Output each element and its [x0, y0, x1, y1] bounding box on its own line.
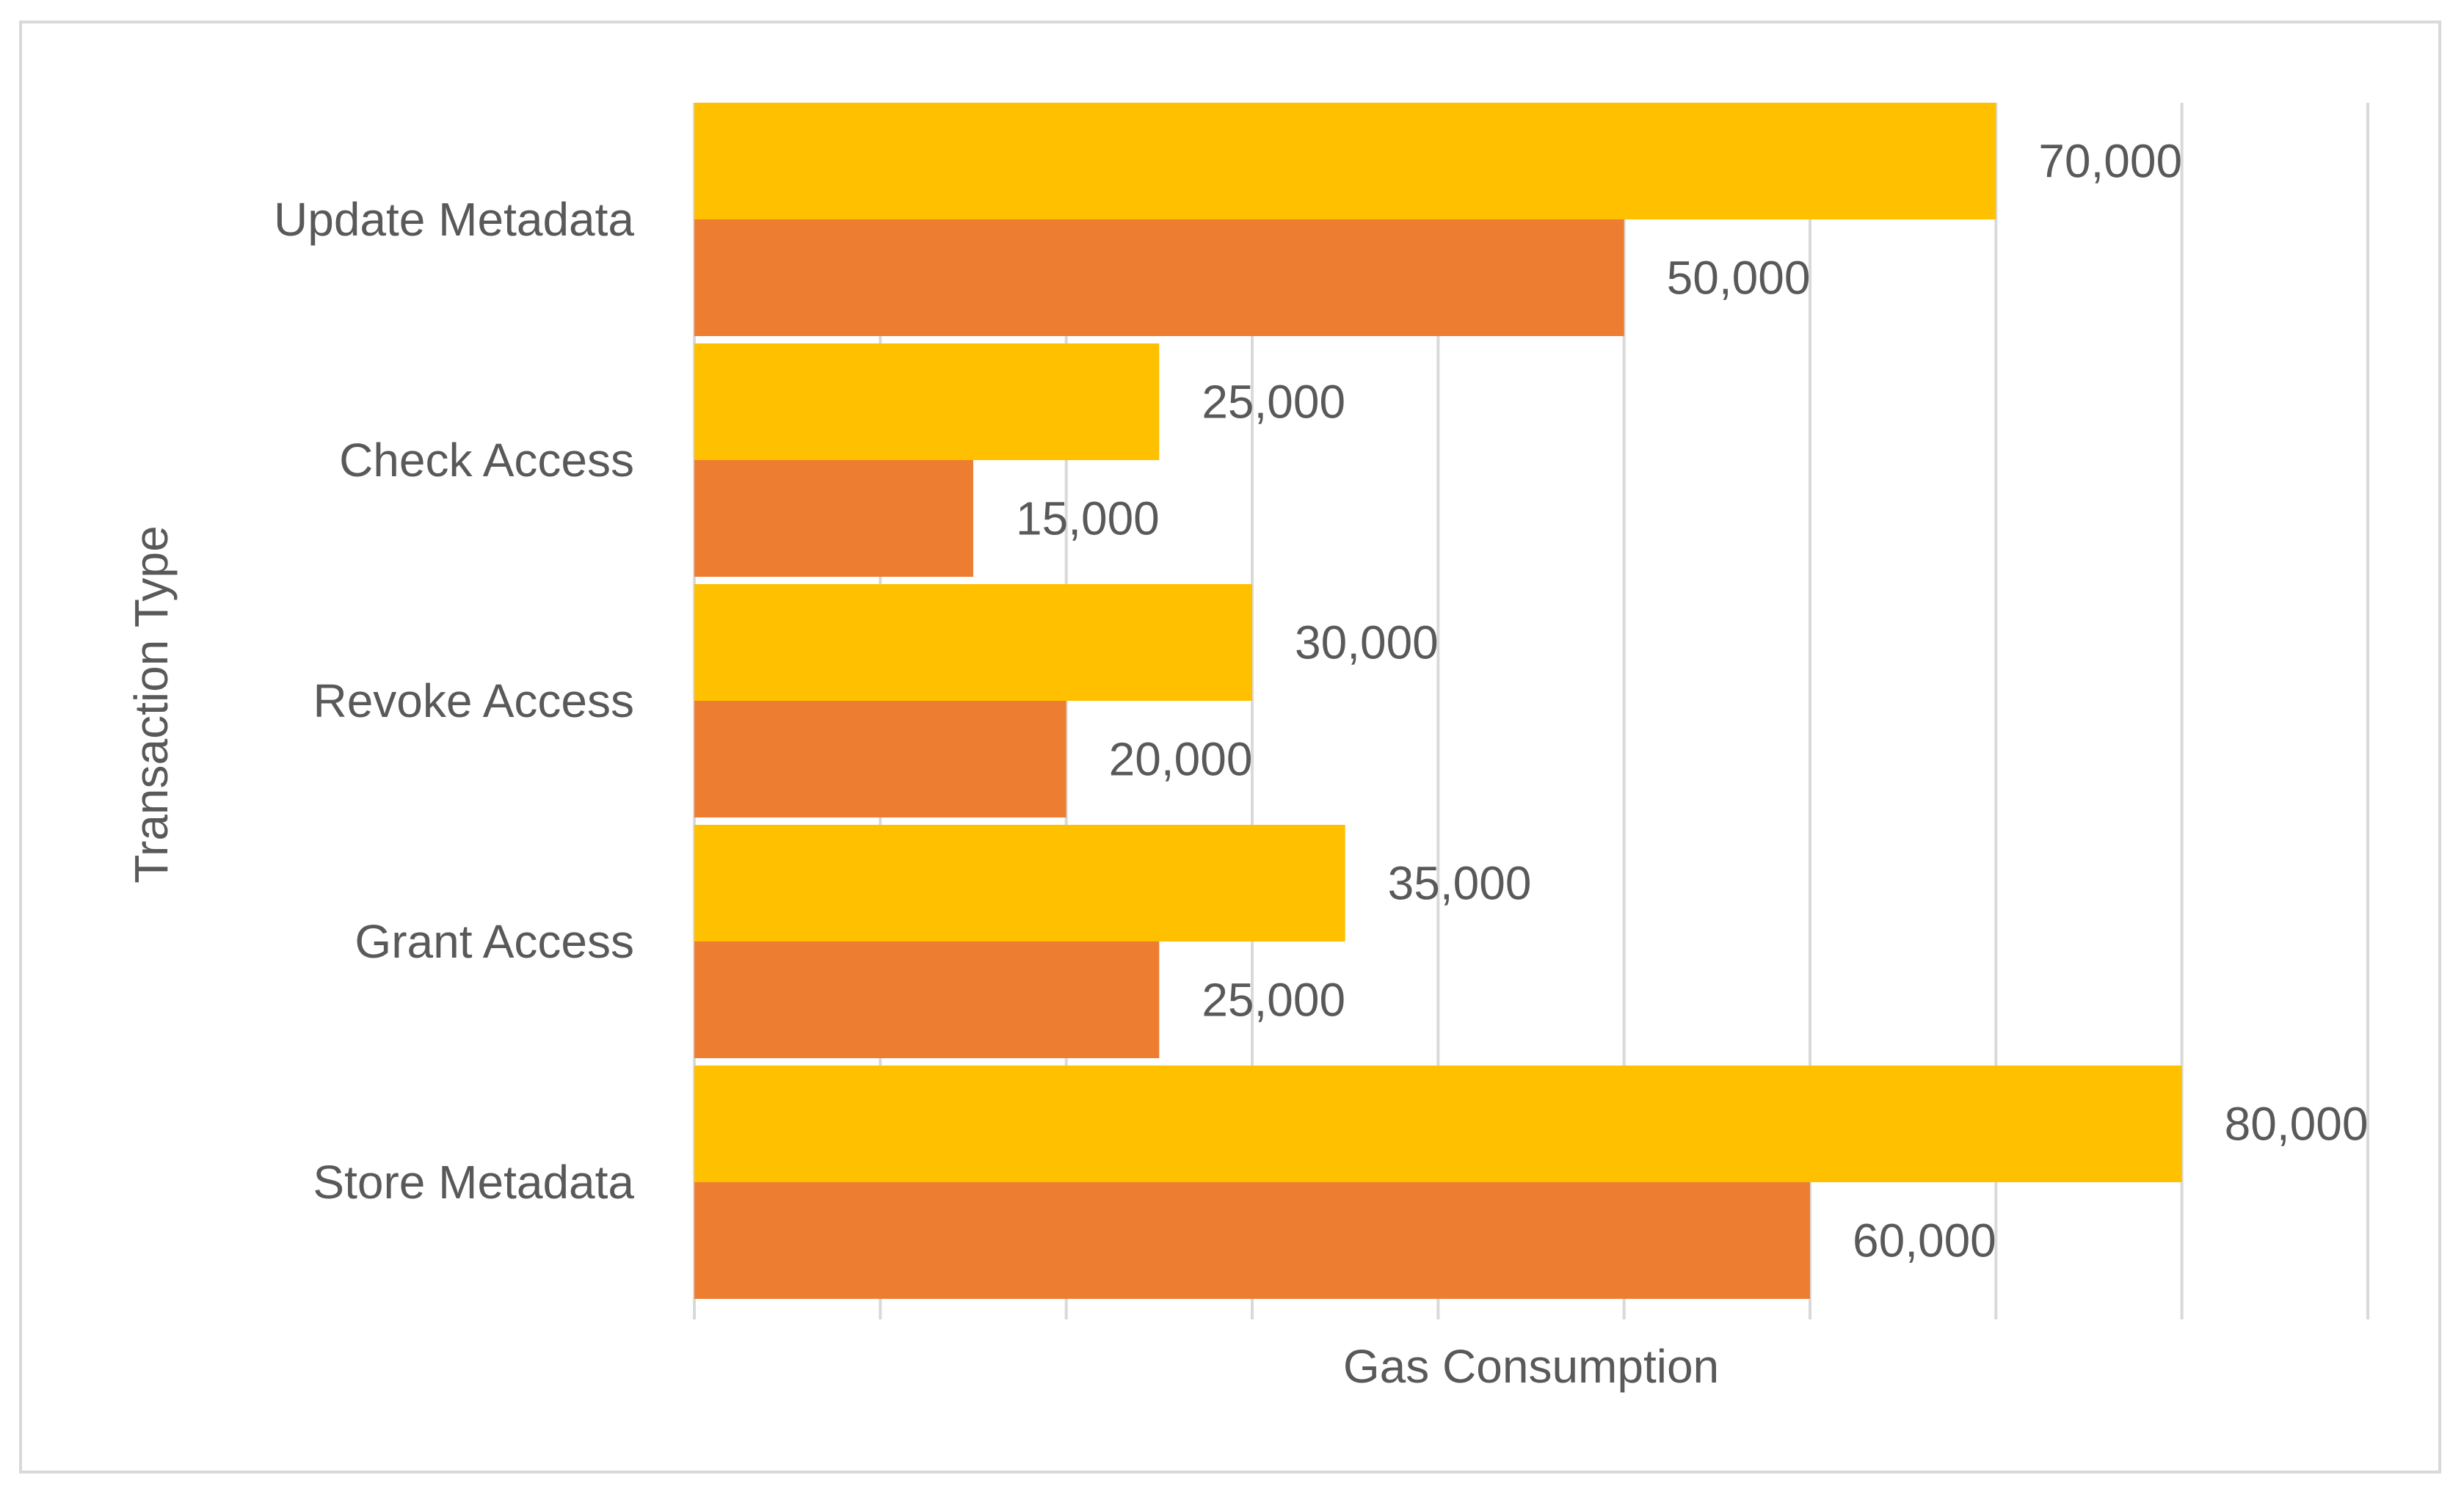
bar [694, 1066, 2182, 1182]
bar [694, 460, 973, 577]
x-axis-title: Gas Consumption [1343, 1340, 1719, 1393]
bar [694, 343, 1160, 460]
data-labels: 70,000 50,000 25,000 15,000 30,000 20,000 35,0… [1016, 135, 2368, 1267]
data-label: 20,000 [1109, 733, 1253, 786]
bar [694, 103, 1996, 219]
data-label: 50,000 [1667, 252, 1811, 305]
y-axis-title: Transaction Type [125, 525, 178, 883]
data-label: 35,000 [1388, 857, 1532, 910]
category-label: Grant Access [355, 915, 634, 968]
bar [694, 825, 1345, 941]
data-label: 70,000 [2038, 135, 2182, 188]
category-label: Update Metadata [274, 193, 634, 246]
bars [694, 103, 2182, 1299]
category-labels: Update Metadata Check Access Revoke Access… [274, 193, 634, 1209]
bar-chart: 70,000 50,000 25,000 15,000 30,000 20,000 35,0… [125, 103, 2369, 1393]
bar [694, 941, 1160, 1058]
bar [694, 584, 1252, 701]
data-label: 15,000 [1016, 492, 1160, 545]
data-label: 80,000 [2225, 1098, 2369, 1151]
bar [694, 1182, 1810, 1299]
category-label: Store Metadata [313, 1156, 634, 1209]
data-label: 30,000 [1295, 616, 1439, 669]
data-label: 25,000 [1202, 974, 1345, 1027]
bar [694, 701, 1066, 817]
data-label: 60,000 [1853, 1214, 1996, 1267]
data-label: 25,000 [1202, 376, 1345, 429]
category-label: Check Access [339, 434, 634, 487]
bar [694, 219, 1624, 336]
category-label: Revoke Access [313, 674, 634, 727]
chart-frame: 70,000 50,000 25,000 15,000 30,000 20,000 35,0… [19, 21, 2441, 1474]
